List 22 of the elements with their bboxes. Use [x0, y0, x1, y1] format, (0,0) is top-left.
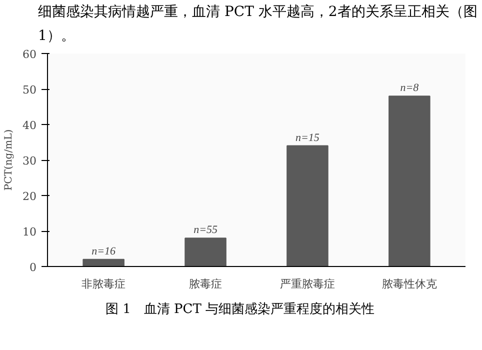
bar — [388, 96, 430, 266]
bar — [184, 238, 226, 266]
y-tick-label: 30 — [22, 154, 37, 168]
annotation: n=55 — [194, 224, 218, 236]
x-tick-label: 脓毒性休克 — [382, 278, 437, 290]
y-tick-label: 10 — [22, 226, 37, 238]
y-tick-label: 0 — [30, 261, 36, 274]
x-tick-label: 非脓毒症 — [82, 278, 126, 290]
text: 图 1 血清 PCT 与细菌感染严重程度的相关性 — [105, 301, 375, 319]
bar — [82, 258, 124, 266]
y-tick-label: 50 — [22, 84, 37, 96]
y-tick-label: 40 — [22, 119, 37, 132]
y-axis-title: PCT(ng/mL) — [4, 129, 15, 191]
chart-subtitle: 细菌感染其病情越严重，血清 PCT 水平越高，2者的关系呈正相关（图 1）。 — [38, 3, 478, 46]
y-tick-label: 20 — [22, 190, 37, 203]
annotation: n=15 — [296, 132, 320, 144]
x-tick-label: 严重脓毒症 — [280, 278, 335, 290]
x-tick-label: 脓毒症 — [189, 278, 222, 290]
annotation: n=16 — [92, 245, 116, 258]
y-tick-label: 60 — [22, 48, 37, 61]
annotation: n=8 — [400, 82, 420, 94]
bar — [286, 145, 328, 266]
